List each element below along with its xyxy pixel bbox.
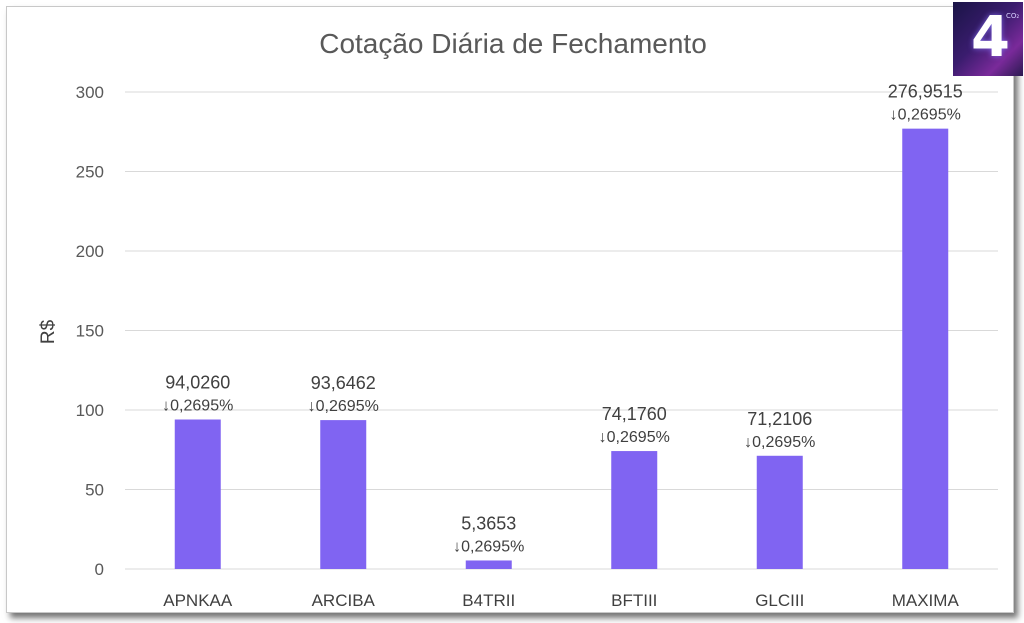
x-category-label: ARCIBA — [312, 591, 376, 610]
y-axis-ticks: 0 50 100 150 200 250 300 — [76, 83, 104, 579]
bar-value-label: 93,6462 — [311, 373, 376, 393]
bar — [611, 451, 658, 569]
y-tick-label: 200 — [76, 242, 104, 261]
x-category-label: APNKAA — [163, 591, 233, 610]
x-category-label: MAXIMA — [892, 591, 960, 610]
bar-value-label: 74,1760 — [602, 404, 667, 424]
data-labels: 94,0260 ↓0,2695% 93,6462 ↓0,2695% 5,3653 ↓0,2… — [162, 82, 963, 556]
bar-change-label: ↓0,2695% — [744, 434, 815, 451]
x-axis-categories: APNKAA ARCIBA B4TRII BFTIII GLCIII MAXIMA — [163, 591, 959, 610]
y-tick-label: 300 — [76, 83, 104, 102]
y-tick-label: 100 — [76, 401, 104, 420]
bar — [902, 128, 949, 570]
bar — [174, 419, 221, 569]
bar-value-label: 71,2106 — [747, 409, 812, 429]
bar — [320, 420, 367, 569]
logo-glyph: 4 — [971, 5, 1010, 70]
bar-change-label: ↓0,2695% — [308, 398, 379, 415]
chart-frame — [6, 6, 1014, 613]
logo-subscript: CO₂ — [1006, 12, 1020, 20]
bar-value-label: 94,0260 — [165, 372, 230, 392]
y-tick-label: 50 — [85, 481, 104, 500]
y-tick-label: 250 — [76, 163, 104, 182]
y-axis-label: R$ — [38, 319, 59, 344]
x-category-label: B4TRII — [462, 591, 515, 610]
x-category-label: GLCIII — [755, 591, 804, 610]
x-category-label: BFTIII — [611, 591, 657, 610]
bars — [174, 128, 949, 570]
brand-logo: 4 CO₂ — [953, 2, 1023, 76]
bar-value-label: 5,3653 — [461, 513, 516, 533]
y-tick-label: 0 — [95, 560, 104, 579]
gridlines — [125, 91, 998, 570]
chart-title: Cotação Diária de Fechamento — [319, 28, 707, 59]
bar — [756, 455, 803, 569]
bar — [465, 560, 512, 569]
bar-change-label: ↓0,2695% — [890, 107, 961, 124]
bar-value-label: 276,9515 — [888, 82, 963, 102]
bar-change-label: ↓0,2695% — [453, 538, 524, 555]
bar-change-label: ↓0,2695% — [162, 397, 233, 414]
y-tick-label: 150 — [76, 322, 104, 341]
bar-change-label: ↓0,2695% — [599, 429, 670, 446]
